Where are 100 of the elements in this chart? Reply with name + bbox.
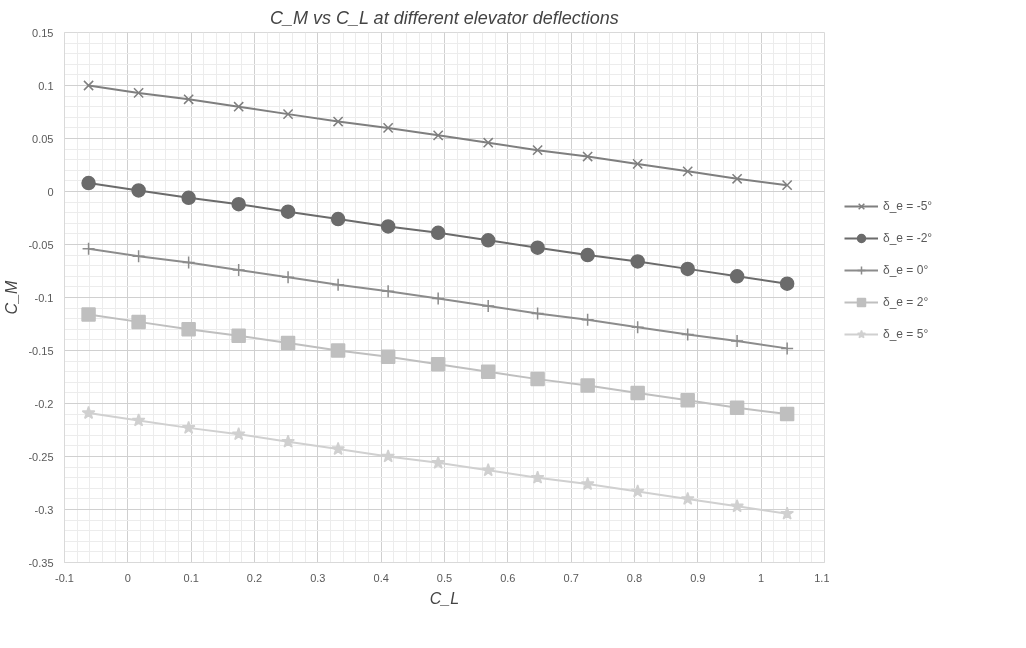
point [630, 385, 645, 401]
x-tick-label: 0.1 [183, 571, 199, 584]
point [181, 255, 196, 270]
point [680, 393, 695, 408]
point [280, 335, 296, 351]
point [729, 400, 745, 415]
point [81, 241, 96, 256]
x-tick-label: 1.1 [814, 571, 830, 584]
point [83, 80, 94, 91]
point [580, 313, 595, 327]
point [480, 364, 496, 379]
point [233, 101, 245, 113]
point [131, 314, 146, 330]
point [183, 93, 194, 105]
point [630, 320, 645, 334]
point [730, 334, 744, 348]
x-tick-label: 0.7 [563, 571, 579, 584]
point [630, 484, 645, 498]
legend-label: δ_e = 2° [883, 294, 929, 309]
point [181, 420, 196, 434]
point [481, 299, 495, 313]
x-tick-label: 0.4 [373, 571, 389, 584]
point [81, 405, 96, 420]
point [131, 413, 146, 427]
point [131, 183, 146, 198]
legend-label: δ_e = -5° [883, 198, 933, 213]
point [530, 240, 545, 255]
point [481, 463, 496, 477]
point [432, 129, 444, 141]
y-axis-title: C_M [3, 279, 21, 315]
point [632, 158, 644, 170]
point [81, 175, 96, 191]
legend-label: δ_e = 0° [883, 262, 929, 277]
y-tick-label: 0.05 [32, 132, 54, 145]
point [482, 137, 494, 149]
point [133, 87, 144, 99]
y-tick-label: -0.05 [28, 238, 54, 251]
point [381, 284, 395, 298]
point [680, 327, 695, 342]
x-tick-label: 0.9 [690, 571, 706, 584]
point [430, 225, 446, 241]
point [381, 449, 396, 463]
y-tick-label: 0.1 [38, 79, 54, 92]
y-tick-label: 0 [47, 185, 54, 198]
point [380, 349, 396, 365]
point [330, 211, 346, 227]
y-tick-label: -0.1 [34, 291, 54, 304]
point [530, 371, 545, 387]
point [680, 261, 695, 277]
point [231, 328, 246, 343]
point [530, 470, 545, 484]
x-axis-title: C_L [429, 589, 460, 607]
point [280, 204, 296, 219]
x-tick-label: 0.5 [436, 571, 453, 584]
point [530, 306, 545, 321]
point [580, 476, 595, 491]
y-tick-label: -0.3 [34, 503, 54, 516]
point [480, 233, 496, 248]
point [380, 219, 396, 234]
point [780, 506, 795, 520]
point [231, 263, 246, 277]
y-tick-label: 0.15 [32, 26, 54, 39]
point [281, 270, 295, 285]
point [730, 499, 745, 513]
point [331, 441, 346, 456]
point [181, 322, 196, 337]
point [282, 108, 294, 120]
point [231, 426, 246, 441]
x-tick-label: 0.3 [310, 571, 326, 584]
point [580, 378, 595, 393]
point [431, 291, 445, 306]
point [131, 249, 146, 263]
legend-label: δ_e = -2° [883, 230, 933, 245]
point [682, 166, 694, 177]
point [382, 122, 394, 134]
point [532, 144, 543, 156]
x-tick-label: 0 [124, 571, 131, 584]
point [231, 196, 246, 212]
point [731, 173, 743, 185]
y-tick-label: -0.2 [34, 397, 54, 410]
point [630, 254, 645, 269]
point [680, 491, 695, 505]
x-tick-label: 1 [758, 571, 765, 584]
point [281, 434, 295, 448]
point [81, 307, 96, 322]
point [331, 278, 345, 292]
point [781, 179, 793, 191]
x-tick-label: 0.6 [500, 571, 516, 584]
x-tick-label: 0.8 [626, 571, 643, 584]
point [580, 247, 595, 263]
x-tick-label: -0.1 [55, 571, 74, 584]
point [431, 455, 446, 469]
point [780, 341, 794, 356]
x-tick-label: 0.2 [246, 571, 263, 584]
chart-title: C_M vs C_L at different elevator deflections [269, 7, 619, 28]
point [330, 343, 346, 358]
point [332, 116, 344, 127]
point [779, 276, 795, 291]
point [729, 269, 745, 284]
point [181, 190, 196, 206]
